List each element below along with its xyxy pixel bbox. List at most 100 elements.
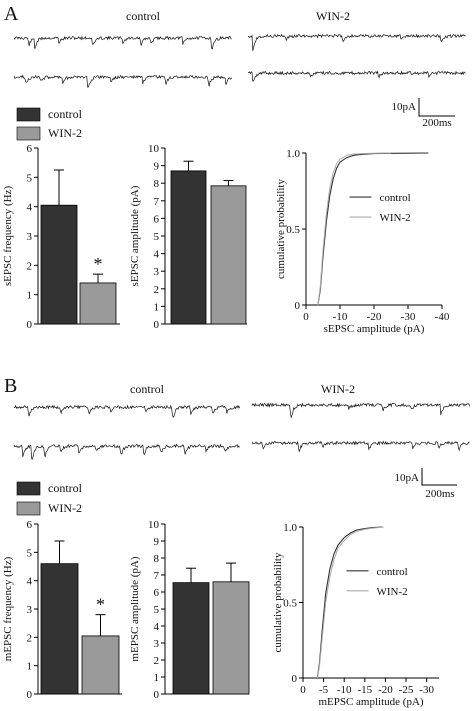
panel-b-legend-swatch-win2 bbox=[16, 501, 41, 516]
sepsc-amplitude-y-tick-label: 3 bbox=[154, 266, 160, 278]
panel-b-scale-amp: 10pA bbox=[395, 472, 420, 484]
sepsc-frequency-significance-mark: * bbox=[94, 254, 103, 274]
panel-b-legend: control WIN-2 bbox=[16, 481, 83, 516]
sepsc-cdf-x-tick-label: -40 bbox=[435, 311, 450, 323]
mepsc-cdf-x-axis-label: mEPSC amplitude (pA) bbox=[318, 696, 423, 708]
mepsc-cdf-x-tick-label: -25 bbox=[399, 684, 414, 696]
mepsc-amplitude-chart: 0 1 2 3 4 5 6 7 8 9 10 mEPSC amplitude (pA) bbox=[129, 519, 250, 701]
panel-a-legend: control WIN-2 bbox=[16, 107, 83, 141]
sepsc-amplitude-y-tick-label: 6 bbox=[154, 213, 160, 225]
mepsc-cdf-series-win2 bbox=[316, 526, 384, 679]
sepsc-cdf-legend-label-control: control bbox=[380, 192, 411, 204]
sepsc-frequency-y-tick-label: 6 bbox=[27, 143, 33, 155]
sepsc-cumulative-chart: 0 0.5 1.0 0 -10 -20 -30 -40 cumulative probabili… bbox=[275, 148, 450, 335]
panel-a-scale-amp: 10pA bbox=[392, 101, 417, 113]
trace-b-win2-2 bbox=[251, 440, 470, 453]
mepsc-frequency-y-tick-label: 0 bbox=[27, 689, 33, 701]
trace-a-control-1 bbox=[13, 35, 232, 50]
sepsc-cdf-x-tick-label: -30 bbox=[401, 311, 416, 323]
mepsc-amplitude-y-tick-label: 2 bbox=[154, 655, 160, 667]
panel-b-legend-swatch-control bbox=[16, 481, 41, 496]
trace-a-win2-1 bbox=[247, 33, 466, 51]
mepsc-amplitude-bar-win2 bbox=[212, 581, 250, 695]
sepsc-cdf-legend-label-win2: WIN-2 bbox=[380, 212, 411, 224]
mepsc-amplitude-y-tick-label: 1 bbox=[154, 672, 160, 684]
sepsc-amplitude-y-tick-label: 10 bbox=[148, 143, 160, 155]
panel-b-scale-time: 200ms bbox=[425, 488, 454, 500]
mepsc-cdf-y-axis-label: cumulative probability bbox=[272, 552, 284, 652]
panel-a-trace-label-win2: WIN-2 bbox=[316, 9, 350, 23]
mepsc-amplitude-y-tick-label: 0 bbox=[154, 689, 160, 701]
sepsc-cdf-y-tick-label: 0.5 bbox=[286, 224, 300, 236]
sepsc-frequency-chart: 0 1 2 3 4 5 6 sEPSC frequency (Hz) * bbox=[2, 143, 120, 331]
sepsc-amplitude-y-tick-label: 7 bbox=[154, 196, 160, 208]
sepsc-amplitude-bar-control bbox=[170, 170, 207, 325]
panel-a-legend-swatch-control bbox=[16, 107, 41, 122]
mepsc-cdf-legend-label-control: control bbox=[377, 566, 408, 578]
mepsc-amplitude-y-axis-label: mEPSC amplitude (pA) bbox=[129, 556, 141, 661]
sepsc-cdf-x-tick-label: -20 bbox=[367, 311, 382, 323]
trace-b-control-1 bbox=[13, 404, 240, 419]
mepsc-cdf-series-control bbox=[316, 526, 384, 679]
panel-a-letter: A bbox=[4, 3, 19, 25]
sepsc-frequency-y-tick-label: 4 bbox=[27, 202, 33, 214]
mepsc-cdf-legend-label-win2: WIN-2 bbox=[377, 586, 408, 598]
mepsc-amplitude-y-tick-label: 8 bbox=[154, 553, 160, 565]
panel-b-legend-win2: WIN-2 bbox=[48, 501, 82, 515]
sepsc-amplitude-chart: 0 1 2 3 4 5 6 7 8 9 10 sEPSC amplitude (pA) bbox=[129, 143, 247, 331]
trace-b-win2-1 bbox=[251, 402, 470, 419]
sepsc-amplitude-y-axis-label: sEPSC amplitude (pA) bbox=[129, 185, 141, 286]
mepsc-amplitude-y-tick-label: 9 bbox=[154, 536, 160, 548]
sepsc-frequency-y-axis-label: sEPSC frequency (Hz) bbox=[2, 186, 14, 287]
panel-b-trace-label-win2: WIN-2 bbox=[321, 382, 355, 396]
mepsc-amplitude-y-tick-label: 7 bbox=[154, 570, 160, 582]
trace-a-control-2 bbox=[13, 74, 232, 88]
mepsc-frequency-bar-control bbox=[40, 563, 79, 695]
panel-a-traces bbox=[13, 33, 466, 88]
mepsc-frequency-y-tick-label: 4 bbox=[27, 576, 33, 588]
panel-a-legend-swatch-win2 bbox=[16, 126, 41, 141]
panel-b-scale-bar: 10pA 200ms bbox=[395, 468, 457, 500]
panel-a: A control WIN-2 10pA 200ms control WIN-2… bbox=[2, 3, 466, 335]
mepsc-cdf-y-tick-label: 0.5 bbox=[283, 598, 297, 610]
sepsc-cdf-x-tick-label: 0 bbox=[303, 311, 309, 323]
mepsc-frequency-y-tick-label: 6 bbox=[27, 519, 33, 531]
mepsc-amplitude-bar-control bbox=[172, 582, 210, 695]
mepsc-frequency-bar-win2 bbox=[81, 635, 120, 695]
mepsc-cdf-x-tick-label: 0 bbox=[300, 684, 306, 696]
sepsc-cdf-x-tick-label: -10 bbox=[333, 311, 348, 323]
mepsc-cdf-x-tick-label: -10 bbox=[337, 684, 352, 696]
panel-b-scale-bar-lines bbox=[421, 468, 457, 486]
mepsc-amplitude-y-tick-label: 5 bbox=[154, 604, 160, 616]
panel-b-legend-control: control bbox=[48, 481, 83, 495]
panel-b-letter: B bbox=[4, 375, 17, 397]
mepsc-cdf-y-tick-label: 0 bbox=[292, 673, 298, 685]
trace-a-win2-2 bbox=[247, 70, 466, 82]
mepsc-amplitude-y-tick-label: 4 bbox=[154, 621, 160, 633]
sepsc-amplitude-y-tick-label: 5 bbox=[154, 231, 160, 243]
mepsc-frequency-significance-mark: * bbox=[96, 595, 105, 615]
sepsc-amplitude-bar-win2 bbox=[210, 185, 247, 325]
sepsc-cdf-y-tick-label: 1.0 bbox=[286, 148, 300, 160]
panel-a-trace-label-control: control bbox=[126, 9, 161, 23]
mepsc-frequency-y-tick-label: 1 bbox=[27, 661, 33, 673]
sepsc-frequency-y-tick-label: 2 bbox=[27, 260, 33, 272]
mepsc-cumulative-chart: 0 0.5 1.0 0 -5 -10 -15 -20 -25 -30 cumulative prob… bbox=[272, 522, 439, 708]
panel-b-trace-label-control: control bbox=[130, 382, 165, 396]
sepsc-cdf-y-tick-label: 0 bbox=[295, 300, 301, 312]
mepsc-cdf-x-tick-label: -30 bbox=[419, 684, 434, 696]
sepsc-amplitude-y-tick-label: 0 bbox=[154, 319, 160, 331]
sepsc-amplitude-y-tick-label: 8 bbox=[154, 178, 160, 190]
sepsc-amplitude-y-tick-label: 1 bbox=[154, 301, 160, 313]
panel-b: B control WIN-2 10pA 200ms control WIN-2… bbox=[2, 375, 470, 708]
sepsc-amplitude-y-tick-label: 4 bbox=[154, 249, 160, 261]
mepsc-frequency-y-tick-label: 5 bbox=[27, 547, 33, 559]
sepsc-cdf-y-axis-label: cumulative probability bbox=[275, 179, 287, 279]
sepsc-cdf-series-control bbox=[317, 152, 429, 306]
sepsc-frequency-y-tick-label: 0 bbox=[27, 319, 33, 331]
mepsc-frequency-y-tick-label: 2 bbox=[27, 632, 33, 644]
mepsc-frequency-chart: 0 1 2 3 4 5 6 mEPSC frequency (Hz) * bbox=[2, 519, 122, 701]
trace-b-control-2 bbox=[13, 443, 240, 460]
mepsc-cdf-x-tick-label: -20 bbox=[378, 684, 393, 696]
